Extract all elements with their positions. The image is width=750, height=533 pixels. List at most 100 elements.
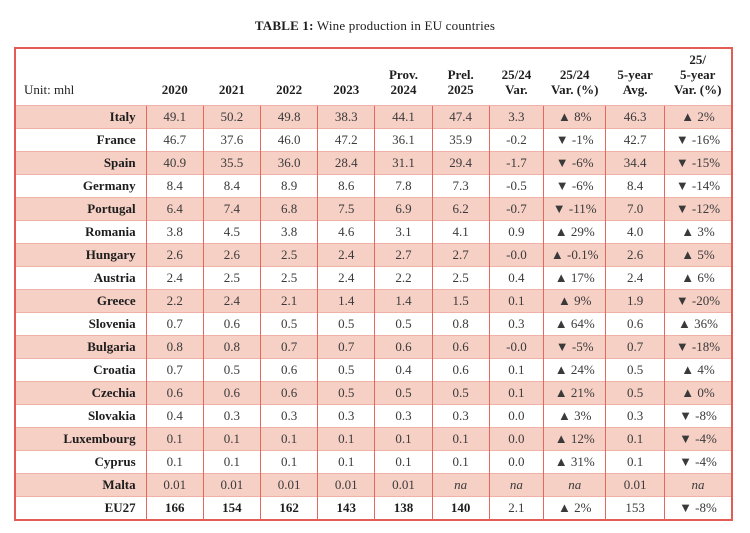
- value-cell: 0.3: [605, 403, 665, 428]
- value-cell: 49.1: [145, 104, 204, 129]
- table-row-germany: Germany 8.4 8.4 8.9 8.6 7.8 7.3 -0.5 ▼ -6% 8.4 ▼ -…: [16, 173, 731, 198]
- value-cell: 0.01: [202, 472, 261, 497]
- value-cell: 0.3: [374, 403, 433, 428]
- value-cell: 0.5: [260, 311, 318, 336]
- value-cell: 4.6: [317, 219, 375, 244]
- value-cell: ▼ -12%: [663, 196, 731, 221]
- value-cell: -1.7: [488, 150, 544, 175]
- table-row-italy: Italy 49.1 50.2 49.8 38.3 44.1 47.4 3.3 ▲ 8% 46.3…: [16, 104, 731, 129]
- value-cell: 1.5: [431, 288, 490, 313]
- value-cell: 3.3: [488, 104, 544, 129]
- value-cell: 2.5: [260, 265, 318, 290]
- value-cell: 0.7: [260, 334, 318, 359]
- column-header-1: 2021: [203, 49, 261, 106]
- value-cell: 0.01: [374, 472, 433, 497]
- value-cell: 2.1: [260, 288, 318, 313]
- column-header-8: 5-year Avg.: [605, 49, 665, 106]
- value-cell: na: [663, 472, 731, 497]
- value-cell: 2.4: [145, 265, 204, 290]
- value-cell: 2.1: [488, 495, 544, 520]
- value-cell: 0.6: [605, 311, 665, 336]
- table-row-romania: Romania 3.8 4.5 3.8 4.6 3.1 4.1 0.9 ▲ 29% 4.0 ▲ 3%: [16, 219, 731, 244]
- value-cell: 0.0: [488, 403, 544, 428]
- country-cell: Austria: [16, 265, 147, 290]
- column-header-7: 25/24 Var. (%): [543, 49, 606, 106]
- value-cell: ▲ 9%: [543, 288, 606, 313]
- value-cell: 2.6: [202, 242, 261, 267]
- value-cell: 1.4: [374, 288, 433, 313]
- value-cell: 3.8: [145, 219, 204, 244]
- value-cell: ▲ 6%: [663, 265, 731, 290]
- value-cell: ▲ -0.1%: [543, 242, 606, 267]
- country-cell: Italy: [16, 104, 147, 129]
- value-cell: 2.5: [260, 242, 318, 267]
- value-cell: 153: [605, 495, 665, 520]
- value-cell: 46.0: [260, 127, 318, 152]
- value-cell: 140: [431, 495, 490, 520]
- value-cell: 2.5: [431, 265, 490, 290]
- table-row-luxembourg: Luxembourg 0.1 0.1 0.1 0.1 0.1 0.1 0.0 ▲ 12% 0.1 ▼…: [16, 426, 731, 451]
- column-header-3: 2023: [317, 49, 375, 106]
- value-cell: 0.1: [145, 426, 204, 451]
- value-cell: 6.9: [374, 196, 433, 221]
- value-cell: ▼ -14%: [663, 173, 731, 198]
- value-cell: 2.4: [605, 265, 665, 290]
- value-cell: 0.5: [317, 380, 375, 405]
- value-cell: ▼ -15%: [663, 150, 731, 175]
- value-cell: 0.01: [317, 472, 375, 497]
- value-cell: 2.4: [317, 242, 375, 267]
- value-cell: 7.8: [374, 173, 433, 198]
- value-cell: 0.5: [202, 357, 261, 382]
- value-cell: ▼ -18%: [663, 334, 731, 359]
- value-cell: ▼ -16%: [663, 127, 731, 152]
- country-cell: Germany: [16, 173, 147, 198]
- table-row-cyprus: Cyprus 0.1 0.1 0.1 0.1 0.1 0.1 0.0 ▲ 31% 0.1 ▼ -4%: [16, 449, 731, 474]
- value-cell: na: [431, 472, 490, 497]
- column-header-4: Prov. 2024: [374, 49, 433, 106]
- value-cell: 0.4: [488, 265, 544, 290]
- value-cell: 6.8: [260, 196, 318, 221]
- table-row-portugal: Portugal 6.4 7.4 6.8 7.5 6.9 6.2 -0.7 ▼ -11% 7.0 ▼…: [16, 196, 731, 221]
- value-cell: 0.01: [260, 472, 318, 497]
- wine-production-table: Unit: mhl 2020 2021 2022 2023 Prov. 2024 Prel.…: [16, 49, 731, 520]
- value-cell: 2.7: [374, 242, 433, 267]
- value-cell: 2.5: [202, 265, 261, 290]
- value-cell: 0.3: [488, 311, 544, 336]
- value-cell: 28.4: [317, 150, 375, 175]
- value-cell: 0.1: [374, 426, 433, 451]
- value-cell: ▲ 3%: [543, 403, 606, 428]
- value-cell: 4.5: [202, 219, 261, 244]
- value-cell: 0.6: [374, 334, 433, 359]
- value-cell: 34.4: [605, 150, 665, 175]
- value-cell: 1.9: [605, 288, 665, 313]
- value-cell: ▼ -4%: [663, 449, 731, 474]
- value-cell: 0.6: [260, 357, 318, 382]
- value-cell: 8.6: [317, 173, 375, 198]
- table-row-greece: Greece 2.2 2.4 2.1 1.4 1.4 1.5 0.1 ▲ 9% 1.9 ▼ -20%: [16, 288, 731, 313]
- value-cell: 6.4: [145, 196, 204, 221]
- table-row-hungary: Hungary 2.6 2.6 2.5 2.4 2.7 2.7 -0.0 ▲ -0.1% 2.6 ▲…: [16, 242, 731, 267]
- value-cell: ▲ 5%: [663, 242, 731, 267]
- value-cell: ▼ -6%: [543, 173, 606, 198]
- value-cell: ▲ 64%: [543, 311, 606, 336]
- value-cell: -0.2: [488, 127, 544, 152]
- value-cell: 7.4: [202, 196, 261, 221]
- value-cell: ▲ 36%: [663, 311, 731, 336]
- table-body: Italy 49.1 50.2 49.8 38.3 44.1 47.4 3.3 ▲ 8% 46.3…: [16, 104, 731, 520]
- column-header-0: 2020: [146, 49, 204, 106]
- value-cell: 47.2: [317, 127, 375, 152]
- value-cell: 36.1: [374, 127, 433, 152]
- table-caption: TABLE 1: Wine production in EU countries: [0, 18, 750, 34]
- country-cell: Hungary: [16, 242, 147, 267]
- value-cell: 0.0: [488, 426, 544, 451]
- column-header-2: 2022: [260, 49, 318, 106]
- value-cell: 46.3: [605, 104, 665, 129]
- value-cell: 8.4: [145, 173, 204, 198]
- value-cell: 0.7: [145, 311, 204, 336]
- value-cell: 0.8: [145, 334, 204, 359]
- value-cell: 47.4: [431, 104, 490, 129]
- table-row-slovakia: Slovakia 0.4 0.3 0.3 0.3 0.3 0.3 0.0 ▲ 3% 0.3 ▼ -8…: [16, 403, 731, 428]
- value-cell: 0.6: [260, 380, 318, 405]
- value-cell: 0.1: [374, 449, 433, 474]
- table-header: Unit: mhl 2020 2021 2022 2023 Prov. 2024 Prel.…: [16, 49, 731, 106]
